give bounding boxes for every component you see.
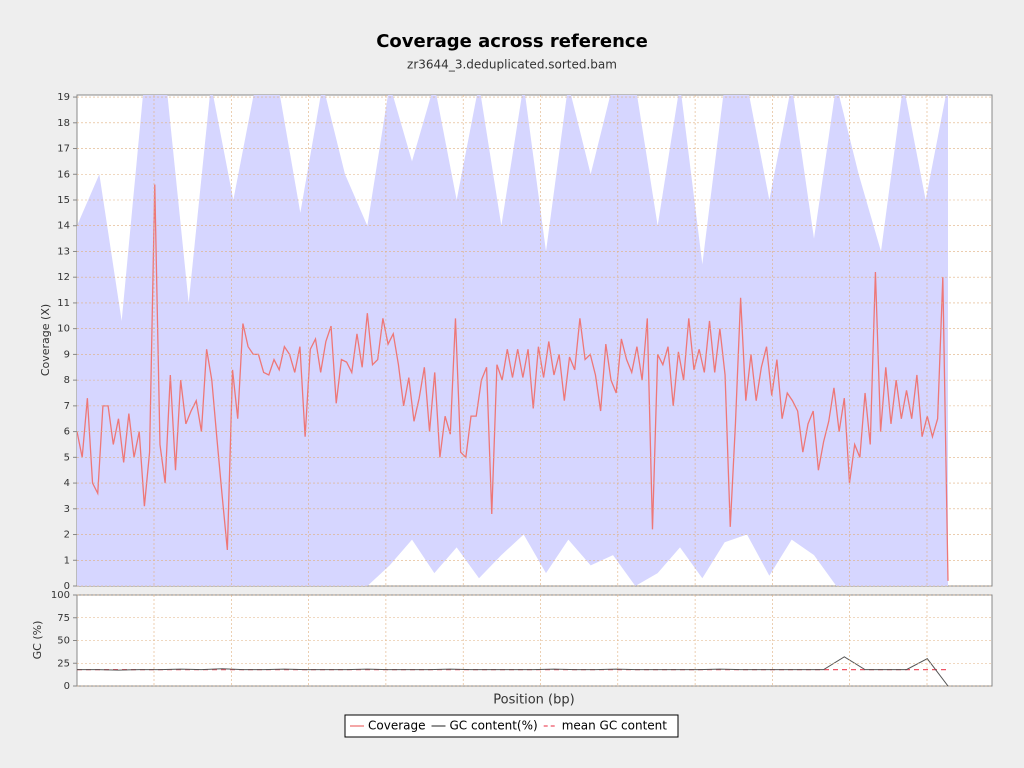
- coverage-line: [77, 184, 949, 581]
- y-tick-label: 15: [57, 195, 70, 206]
- gc-tick-label: 50: [57, 636, 70, 647]
- y-tick-label: 7: [64, 401, 70, 412]
- y-tick-label: 1: [64, 555, 70, 566]
- y-tick-label: 3: [64, 504, 70, 515]
- x-axis-label: Position (bp): [493, 693, 574, 708]
- y-axis-label: Coverage (X): [39, 304, 52, 376]
- legend-label: GC content(%): [450, 719, 538, 733]
- y-tick-label: 11: [57, 298, 70, 309]
- y-tick-label: 19: [57, 92, 70, 103]
- top-plot: [77, 95, 949, 586]
- gc-tick-label: 75: [57, 613, 70, 624]
- gc-line: [77, 656, 949, 686]
- y-tick-label: 5: [64, 452, 70, 463]
- y-tick-label: 9: [64, 349, 70, 360]
- y-tick-label: 10: [57, 324, 70, 335]
- chart-title: Coverage across reference: [376, 31, 648, 52]
- y-tick-label: 6: [64, 427, 70, 438]
- legend: Coverage GC content(%) mean GC content: [344, 714, 679, 738]
- y-tick-label: 17: [57, 144, 70, 155]
- y-tick-label: 13: [57, 246, 70, 257]
- gc-tick-label: 0: [64, 681, 70, 692]
- legend-box: [344, 714, 679, 738]
- y-tick-label: 2: [64, 530, 70, 541]
- gc-axis-label: GC (%): [31, 621, 44, 660]
- legend-label: Coverage: [368, 719, 426, 733]
- y-tick-label: 4: [64, 478, 70, 489]
- y-tick-label: 14: [57, 221, 70, 232]
- gc-tick-label: 25: [57, 658, 70, 669]
- y-tick-label: 8: [64, 375, 70, 386]
- y-tick-label: 18: [57, 118, 70, 129]
- gc-plot: [77, 656, 949, 686]
- y-tick-label: 12: [57, 272, 70, 283]
- coverage-band: [77, 95, 948, 586]
- legend-label: mean GC content: [562, 719, 668, 733]
- chart-subtitle: zr3644_3.deduplicated.sorted.bam: [407, 58, 617, 72]
- y-tick-label: 0: [64, 581, 70, 592]
- gc-tick-label: 100: [51, 590, 70, 601]
- y-tick-label: 16: [57, 169, 70, 180]
